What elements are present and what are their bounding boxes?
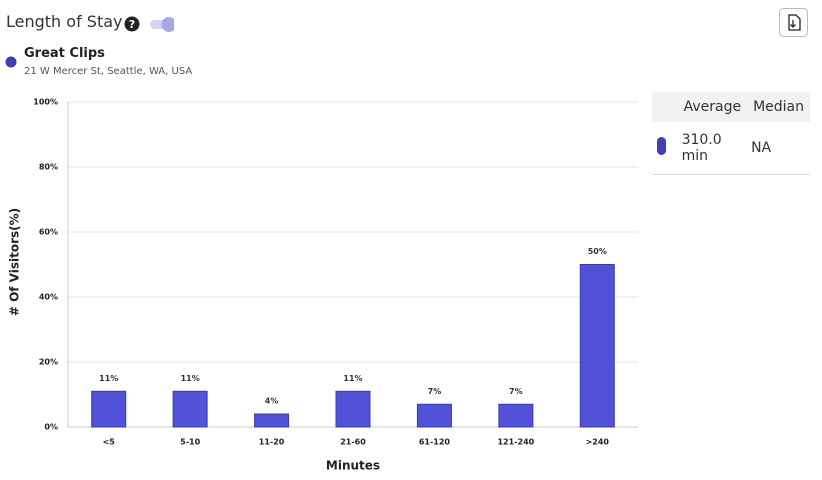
bar [416, 403, 452, 428]
x-tick-label: 5-10 [180, 438, 200, 447]
bar [579, 264, 615, 428]
table-cell: 310.0 min [677, 122, 748, 175]
value-label: 7% [428, 387, 442, 396]
header-title: Length of Stay [6, 12, 123, 31]
value-label: 11% [181, 374, 200, 383]
download-button[interactable] [779, 8, 809, 38]
y-tick-label: 60% [39, 228, 58, 237]
chart: # Of Visitors(%) Minutes 0% 20% 40% 60% 80% 1… [8, 98, 638, 473]
help-glyph: ? [129, 18, 135, 31]
value-label: 50% [588, 247, 607, 256]
y-axis-label: # Of Visitors(%) [8, 208, 22, 316]
y-tick-label: 40% [39, 293, 58, 302]
place-dot [5, 56, 17, 68]
bar [172, 390, 208, 428]
bar [498, 403, 534, 428]
x-tick-label: 121-240 [497, 438, 534, 447]
place-name: Great Clips [24, 46, 105, 61]
legend-swatch [657, 137, 666, 155]
x-tick-label: 11-20 [259, 438, 285, 447]
value-label: 4% [265, 397, 279, 406]
table-spacer [652, 92, 678, 122]
table-header: Median [747, 92, 810, 122]
toggle-knob[interactable] [161, 17, 175, 32]
x-tick-label: >240 [586, 438, 610, 447]
value-label: 11% [343, 374, 362, 383]
x-tick-label: 21-60 [340, 438, 366, 447]
value-label: 11% [99, 374, 118, 383]
y-tick-label: 100% [33, 98, 58, 107]
header-controls: ? [124, 16, 175, 32]
y-tick-label: 0% [44, 423, 58, 432]
x-axis-label: Minutes [326, 459, 380, 473]
y-tick-label: 80% [39, 163, 58, 172]
bar [335, 390, 371, 428]
table-cell: NA [747, 122, 810, 175]
x-tick-label: <5 [103, 438, 116, 447]
help-icon[interactable] [124, 16, 140, 32]
table-header: Average [677, 92, 748, 122]
bar [91, 390, 127, 428]
bar [254, 413, 290, 428]
value-label: 7% [509, 387, 523, 396]
place-address: 21 W Mercer St, Seattle, WA, USA [24, 66, 193, 77]
x-tick-label: 61-120 [419, 438, 451, 447]
stats-table: Average Median 310.0 min NA [652, 92, 810, 175]
y-tick-label: 20% [39, 358, 58, 367]
place-marker [5, 56, 17, 68]
download-icon [788, 14, 801, 31]
legend-pill [657, 137, 666, 155]
